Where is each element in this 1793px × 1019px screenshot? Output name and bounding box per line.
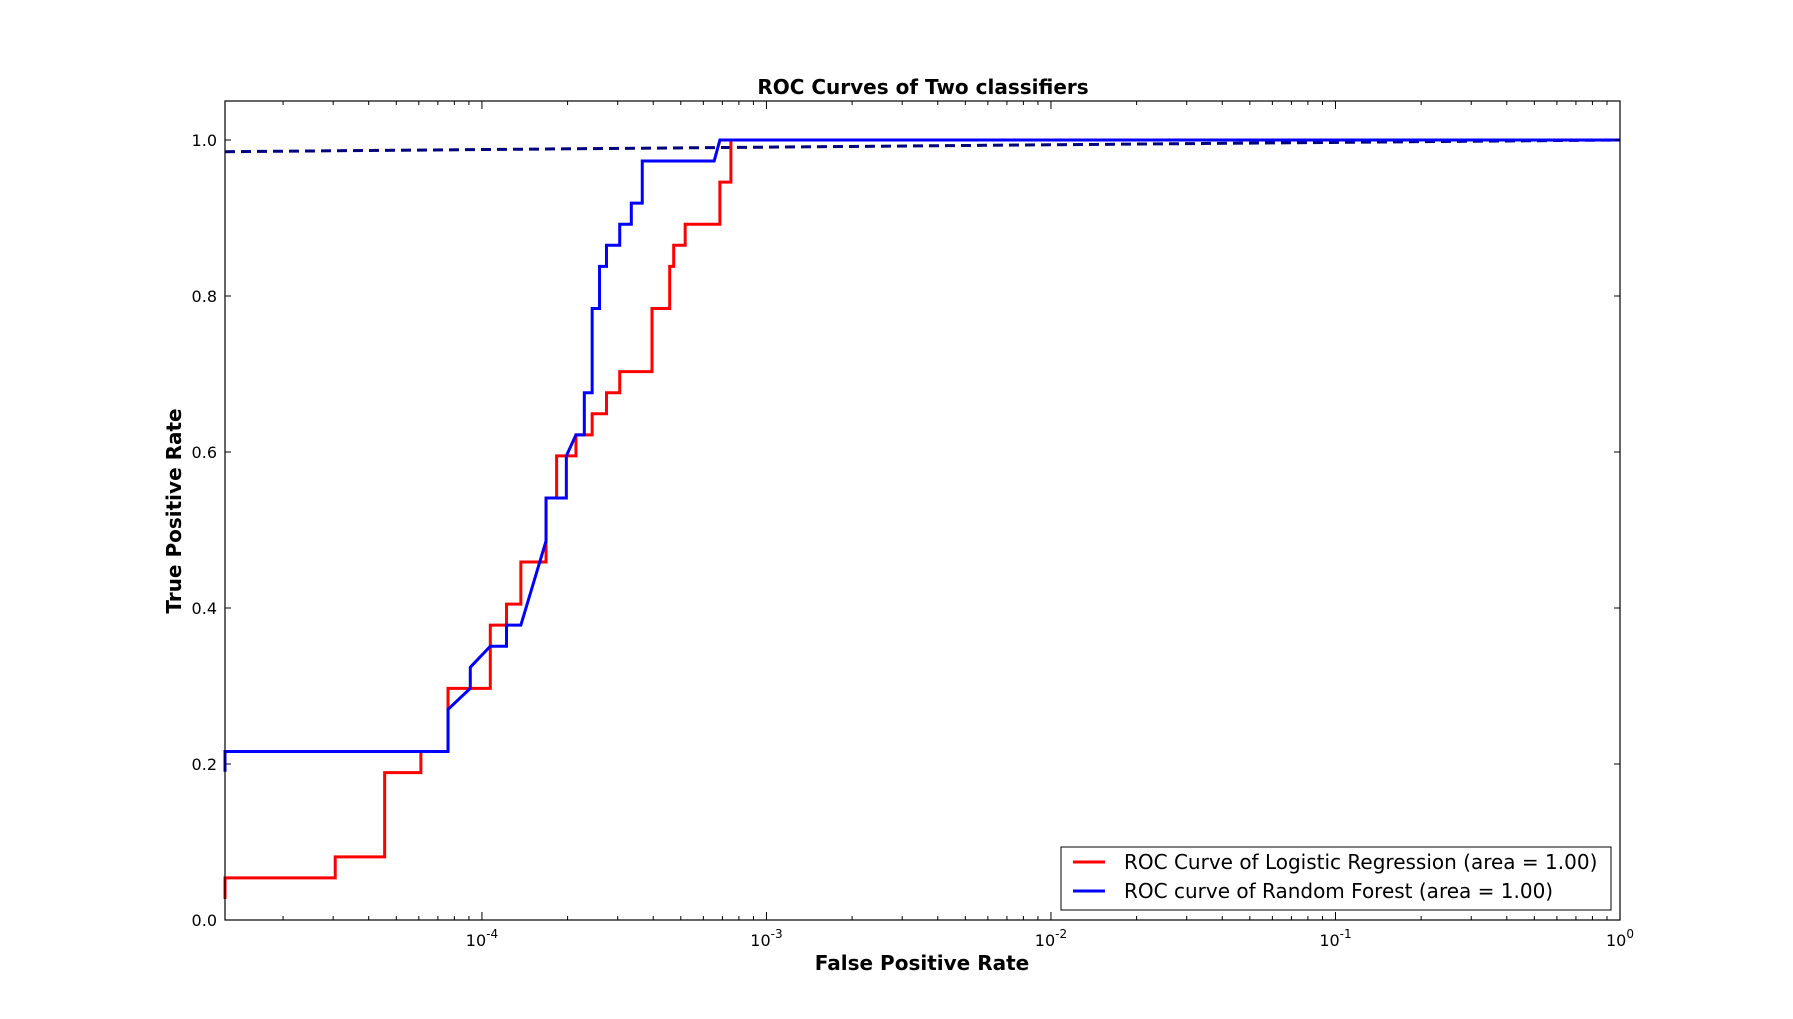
x-tick-label: 10-1: [1319, 927, 1351, 950]
y-tick-label: 0.0: [192, 911, 217, 930]
x-tick-base: 10: [466, 931, 486, 950]
x-tick-label: 10-2: [1035, 927, 1067, 950]
plot-frame: [224, 100, 1621, 921]
legend-box: [1060, 846, 1612, 911]
series-line-0: [223, 138, 1620, 899]
legend-label-logistic: ROC Curve of Logistic Regression (area =…: [1124, 850, 1597, 874]
y-tick-label: 1.0: [192, 131, 217, 150]
y-tick-label: 0.4: [192, 599, 217, 618]
x-tick-base: 10: [1035, 931, 1055, 950]
legend: ROC Curve of Logistic Regression (area =…: [1060, 846, 1612, 911]
y-tick-label: 0.2: [192, 755, 217, 774]
x-tick-exponent: -3: [771, 927, 783, 941]
series-line-1: [223, 138, 1620, 772]
x-tick-exponent: -1: [1340, 927, 1352, 941]
y-axis-label: True Positive Rate: [162, 408, 186, 613]
x-tick-exponent: -2: [1055, 927, 1067, 941]
x-axis-label: False Positive Rate: [815, 951, 1029, 975]
y-tick-label: 0.8: [192, 287, 217, 306]
chart-title: ROC Curves of Two classifiers: [757, 75, 1088, 99]
x-tick-base: 10: [1606, 931, 1626, 950]
x-tick-label: 10-4: [466, 927, 498, 950]
x-tick-exponent: 0: [1626, 927, 1634, 941]
x-tick-exponent: -4: [486, 927, 498, 941]
legend-label-forest: ROC curve of Random Forest (area = 1.00): [1124, 879, 1553, 903]
x-tick-label: 100: [1606, 927, 1634, 950]
x-tick-base: 10: [1319, 931, 1339, 950]
y-tick-label: 0.6: [192, 443, 217, 462]
x-tick-label: 10-3: [750, 927, 782, 950]
x-tick-base: 10: [750, 931, 770, 950]
axis-ticks: 0.00.20.40.60.81.010-4 10-3 10-2 10-1 100: [192, 101, 1634, 950]
series-layer: [223, 138, 1621, 899]
series-line-2: [224, 138, 1621, 154]
